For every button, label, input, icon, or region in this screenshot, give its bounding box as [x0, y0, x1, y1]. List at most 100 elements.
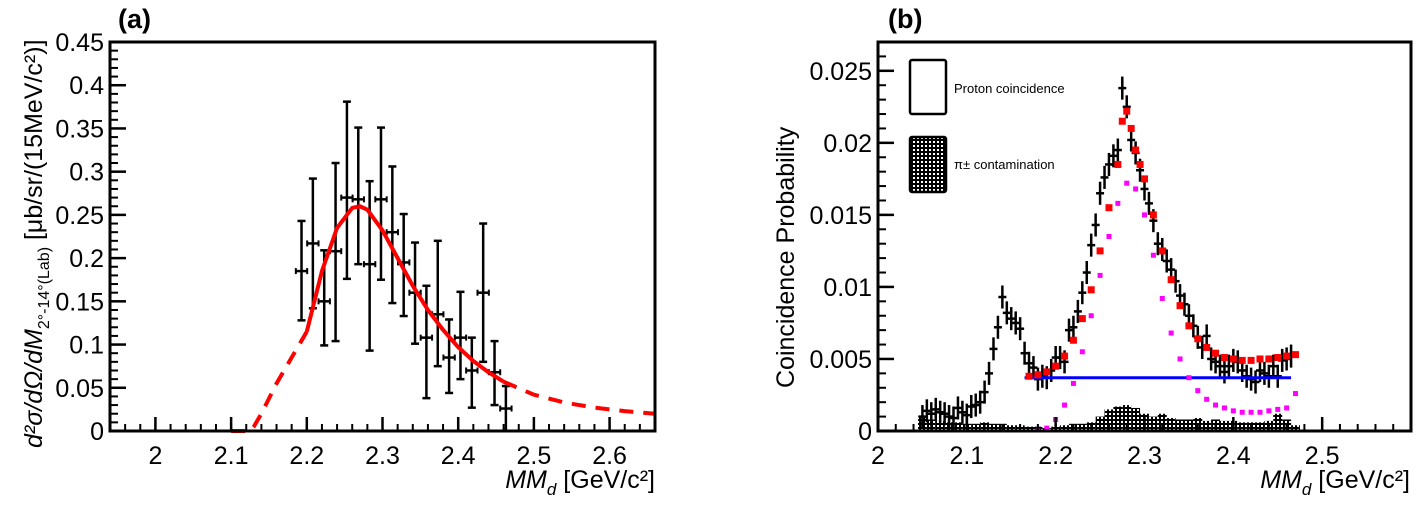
panel-b-xlabel-unit: [GeV/c²] [1311, 466, 1410, 494]
panel-a-xlabel: MMd [GeV/c²] [505, 466, 655, 499]
fit-total-marker [1176, 302, 1184, 310]
fit-total-marker [1167, 276, 1175, 284]
fit-total-marker [1229, 355, 1237, 363]
data-point [940, 402, 949, 426]
fit-signal-marker [1257, 409, 1263, 415]
panel-a-ylabel-sub: 2°-14°(Lab) [36, 247, 53, 329]
panel-b-xlabel-sub: d [1302, 480, 1312, 499]
data-point [936, 400, 945, 424]
fit-signal-marker [1195, 388, 1201, 394]
panel-a-xtick-label: 2.3 [365, 442, 400, 470]
data-point [431, 239, 445, 368]
data-point [922, 399, 931, 423]
legend-pion-symbol [908, 135, 948, 194]
pion-contamination-bin [1273, 413, 1283, 431]
panel-b-xtick-label: 2 [871, 442, 885, 470]
panel-a-frame [108, 40, 657, 433]
fit-total-marker [1025, 372, 1033, 380]
fit-signal-marker [1106, 234, 1112, 239]
fit-total-marker [1096, 247, 1104, 255]
data-point [949, 406, 958, 430]
fit-signal-marker [1177, 356, 1183, 362]
data-point [294, 219, 309, 322]
panel-a-ytick-label: 0.3 [69, 159, 104, 187]
panel-b-xtick-label: 2.5 [1305, 442, 1340, 470]
fit-total-marker [1265, 355, 1273, 363]
data-point [931, 397, 940, 421]
panel-a-axes: 2 2.1 2.2 2.3 2.4 2.5 2.6 0 0.05 0.1 0.15 0.2 0.25 0.… [55, 29, 641, 470]
fit-signal-marker [1275, 406, 1281, 412]
fit-signal-marker [1079, 349, 1085, 355]
panel-b-ytick-label: 0.015 [809, 202, 872, 230]
pion-contamination-bin [935, 420, 945, 431]
fit-extrapolation-high-line [502, 379, 656, 416]
panel-b-xlabel: MMd [GeV/c²] [1260, 466, 1410, 499]
data-point [1260, 361, 1269, 385]
data-point [967, 394, 976, 419]
fit-total-marker [1105, 204, 1113, 212]
fit-total-marker [1283, 352, 1291, 360]
pion-contamination-bin [1122, 405, 1132, 431]
data-point [1002, 301, 1011, 325]
panel-a-xtick-label: 2 [148, 442, 162, 470]
fit-total-marker [1220, 354, 1228, 362]
fit-signal-marker [1062, 402, 1068, 408]
pion-contamination-bin [1166, 418, 1176, 431]
data-point [1029, 356, 1038, 380]
panel-a-ytick-label: 0.25 [55, 202, 104, 230]
data-point [1087, 233, 1096, 257]
fit-signal-marker [1124, 180, 1130, 186]
fit-signal-marker [1293, 391, 1299, 397]
panel-a-xlabel-main: MM [505, 466, 547, 494]
data-point [993, 315, 1002, 339]
fit-total-marker [1087, 286, 1095, 294]
data-point [980, 380, 989, 404]
fit-signal-marker [1186, 375, 1192, 381]
fit-total-marker [1247, 356, 1255, 364]
data-point [362, 179, 377, 352]
panel-a-label: (a) [118, 4, 151, 34]
pion-contamination-bin [1184, 419, 1194, 431]
panel-a-ylabel-num: d²σ/dΩ/dM [20, 329, 48, 448]
panel-b-xtick-label: 2.1 [949, 442, 984, 470]
data-point [1064, 318, 1073, 342]
fit-total-marker [1123, 107, 1131, 115]
data-point [1207, 347, 1216, 371]
panel-b-ytick-label: 0.005 [809, 346, 872, 374]
pion-contamination-bin [1006, 425, 1016, 431]
fit-line [304, 204, 505, 384]
legend-pion-label: π± contamination [954, 157, 1055, 172]
fit-signal-marker [1133, 186, 1139, 192]
panel-a-ylabel: d²σ/dΩ/dM2°-14°(Lab) [μb/sr/(15MeV/c²)] [20, 39, 53, 448]
data-point [1144, 191, 1153, 215]
fit-total-marker [1158, 247, 1166, 255]
panel-a-ytick-label: 0.1 [69, 332, 104, 360]
data-point [1251, 370, 1260, 394]
fit-signal-marker [1168, 330, 1174, 336]
fit-total-marker [1203, 343, 1211, 351]
panel-b-ytick-label: 0.01 [823, 274, 872, 302]
pion-contamination-bin [1202, 420, 1212, 431]
pion-contamination-bin [1095, 416, 1105, 431]
fit-total-marker [1078, 315, 1086, 323]
panel-b-xtick-label: 2.2 [1038, 442, 1073, 470]
pion-contamination-bin [1131, 407, 1141, 431]
pion-contamination-bin [1220, 420, 1229, 431]
data-point [1096, 181, 1105, 205]
panel-a-ytick-label: 0.15 [55, 288, 104, 316]
pion-contamination-bin [1104, 409, 1114, 431]
panel-a-ytick-label: 0.2 [69, 245, 104, 273]
panel-a-xtick-label: 2.4 [441, 442, 476, 470]
data-point [1113, 138, 1122, 162]
panel-a-xtick-label: 2.5 [517, 442, 552, 470]
data-point [1153, 232, 1162, 256]
data-point [958, 400, 967, 424]
panel-a-ytick-label: 0.45 [55, 29, 104, 57]
pion-contamination-bin [1024, 426, 1034, 431]
data-point [1020, 341, 1029, 365]
fit-signal-marker [1284, 405, 1290, 411]
fit-total-marker [1185, 322, 1193, 330]
fit-signal-marker [1230, 408, 1236, 414]
fit-total-marker [1274, 354, 1282, 362]
panel-b-ylabel: Coincidence Probability [772, 126, 800, 388]
